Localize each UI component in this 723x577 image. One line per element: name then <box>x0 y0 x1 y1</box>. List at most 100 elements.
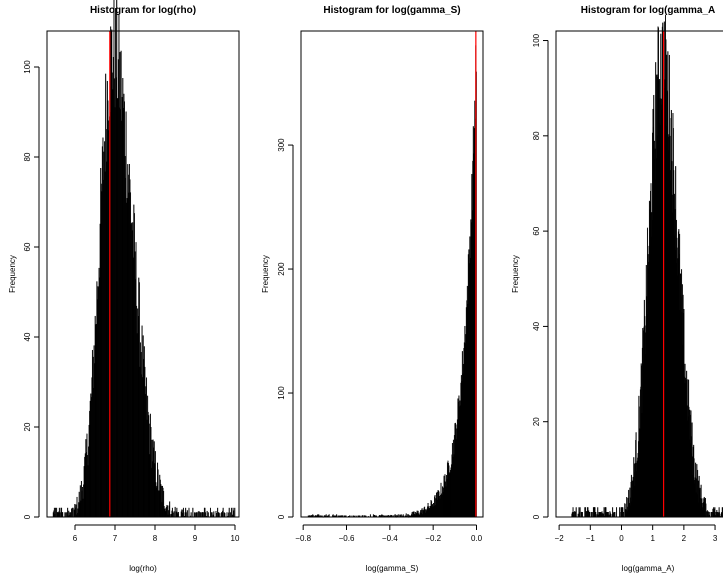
histogram-bar <box>591 512 593 518</box>
y-tick-label: 0 <box>532 514 541 519</box>
y-tick-label: 300 <box>277 138 286 152</box>
histogram-bar <box>233 510 235 518</box>
plot-box <box>300 30 484 518</box>
histogram-bar <box>711 512 713 518</box>
chart-title: Histogram for log(rho) <box>90 5 196 16</box>
y-tick-label: 100 <box>277 386 286 400</box>
y-axis-label: Frequency <box>8 255 17 293</box>
histogram-bar <box>196 512 198 518</box>
y-tick-label: 20 <box>23 422 32 431</box>
x-tick-label: 10 <box>231 534 240 543</box>
histogram-bar <box>589 512 591 518</box>
chart-title: Histogram for log(gamma_S) <box>323 5 460 16</box>
y-tick-label: 200 <box>277 262 286 276</box>
y-axis-label: Frequency <box>261 255 270 293</box>
y-tick-label: 40 <box>532 321 541 330</box>
histogram-bar <box>707 512 709 518</box>
histogram-bar <box>188 507 190 518</box>
histogram-bar <box>62 512 64 518</box>
x-axis: 6 7 8 9 10 <box>73 524 240 543</box>
histogram-bar <box>213 511 215 518</box>
histogram-bar <box>585 511 587 518</box>
histogram-bar <box>219 513 221 518</box>
histogram-bar <box>205 512 207 518</box>
x-tick-label: 9 <box>193 534 198 543</box>
y-tick-label: 80 <box>23 152 32 161</box>
x-axis: −0.8 −0.6 −0.4 −0.2 0.0 <box>295 524 483 543</box>
x-axis-label: log(gamma_S) <box>366 564 419 573</box>
histogram-bar <box>190 512 192 518</box>
histogram-bar <box>721 507 723 518</box>
x-axis-label: log(gamma_A) <box>622 564 675 573</box>
y-axis: 0 20 40 60 80 100 <box>532 33 549 519</box>
histogram-bar <box>194 512 196 518</box>
x-tick-label: −0.4 <box>382 534 398 543</box>
histogram-bar <box>172 512 174 518</box>
x-tick-label: −1 <box>586 534 596 543</box>
histogram-bar <box>230 507 232 518</box>
histogram-bar <box>186 510 188 518</box>
histogram-bar <box>704 498 706 518</box>
histogram-bar <box>198 511 200 518</box>
histogram-bar <box>218 512 220 518</box>
x-tick-label: 2 <box>682 534 687 543</box>
histogram-bars <box>52 0 236 518</box>
histogram-bar <box>613 512 615 518</box>
histogram-bar <box>575 507 577 518</box>
x-axis-label: log(rho) <box>129 564 157 573</box>
histogram-bar <box>705 503 707 518</box>
histogram-bar <box>202 512 204 518</box>
x-tick-label: 3 <box>713 534 718 543</box>
histogram-bar <box>228 507 230 518</box>
x-tick-label: 6 <box>73 534 78 543</box>
x-tick-label: −0.8 <box>295 534 311 543</box>
histogram-bar <box>614 512 616 518</box>
histogram-bar <box>226 512 228 518</box>
histogram-bar <box>581 512 583 518</box>
x-tick-label: 0 <box>619 534 624 543</box>
histogram-bar <box>59 512 61 518</box>
histogram-bar <box>612 512 614 518</box>
histogram-panel-2: Histogram for log(gamma_S) 0 100 200 300 −0.8… <box>261 5 484 573</box>
x-tick-label: −0.2 <box>425 534 441 543</box>
histogram-bars <box>571 14 723 518</box>
histogram-bar <box>206 510 208 518</box>
histogram-bar <box>590 512 592 518</box>
histogram-bar <box>197 511 199 518</box>
y-tick-label: 60 <box>23 242 32 251</box>
histogram-bar <box>623 512 625 518</box>
histogram-bar <box>222 507 224 518</box>
histogram-bar <box>207 512 209 518</box>
histogram-bar <box>621 507 623 518</box>
y-tick-label: 80 <box>532 131 541 140</box>
histogram-bar <box>616 507 618 518</box>
histogram-bar <box>622 507 624 518</box>
histogram-bar <box>70 508 72 518</box>
histogram-bar <box>209 507 211 518</box>
histogram-bar <box>581 512 583 518</box>
y-axis: 0 100 200 300 <box>277 138 294 519</box>
histogram-bar <box>612 507 614 518</box>
histogram-bar <box>607 512 609 518</box>
histogram-bar <box>601 513 603 518</box>
histogram-bar <box>574 511 576 518</box>
histogram-bar <box>211 512 213 518</box>
histogram-bar <box>578 512 580 518</box>
histogram-bar <box>706 511 708 518</box>
histogram-bar <box>584 507 586 518</box>
histogram-bar <box>603 507 605 518</box>
histogram-bar <box>200 512 202 518</box>
histogram-bars <box>307 45 477 518</box>
x-tick-label: 1 <box>650 534 655 543</box>
histogram-bar <box>234 507 236 518</box>
histogram-bar <box>192 507 194 518</box>
histogram-panel-3: Histogram for log(gamma_A020406080100−2−… <box>511 5 723 573</box>
y-axis-label: Frequency <box>511 255 520 293</box>
x-tick-label: 8 <box>153 534 158 543</box>
histogram-bar <box>224 513 226 518</box>
histogram-bar <box>605 507 607 518</box>
histogram-bar <box>177 512 179 518</box>
histogram-bar <box>573 512 575 518</box>
histogram-bar <box>216 513 218 518</box>
